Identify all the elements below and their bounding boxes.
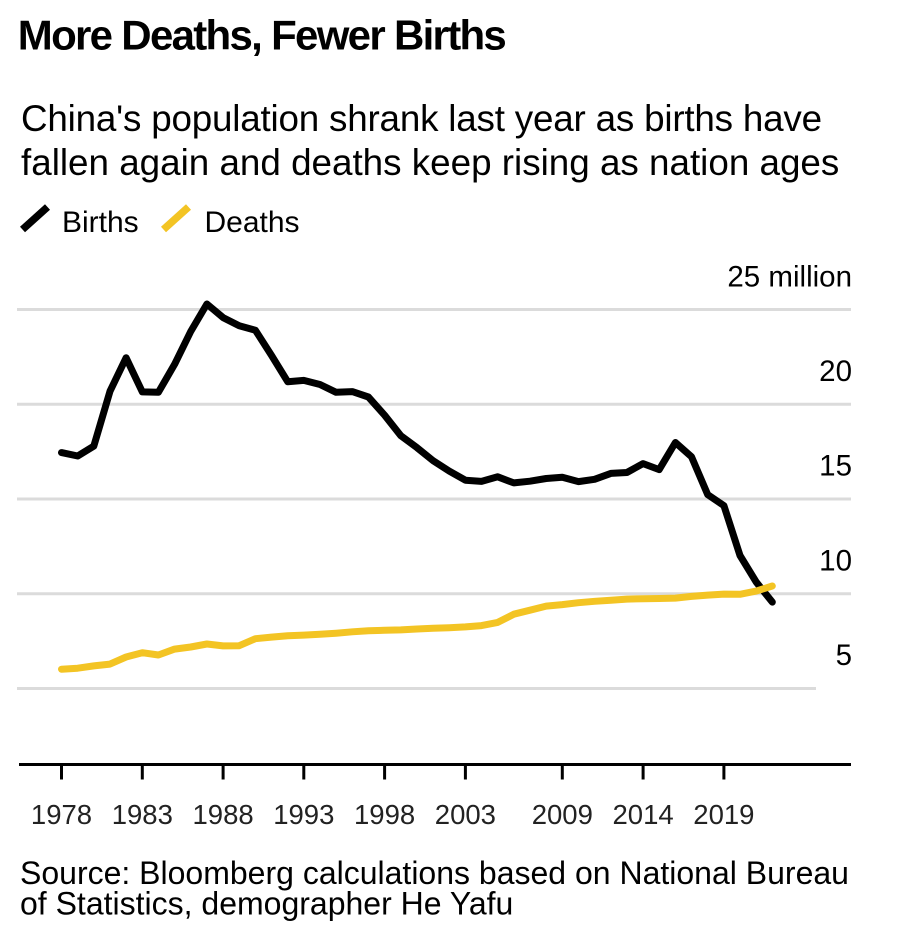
svg-text:20: 20 bbox=[819, 355, 852, 388]
svg-text:5: 5 bbox=[836, 639, 852, 672]
svg-text:Source: Bloomberg calculations: Source: Bloomberg calculations based on … bbox=[20, 855, 849, 891]
svg-text:2003: 2003 bbox=[435, 799, 496, 830]
svg-text:25 million: 25 million bbox=[727, 260, 852, 293]
svg-text:China's population shrank last: China's population shrank last year as b… bbox=[21, 98, 822, 139]
svg-text:More Deaths, Fewer Births: More Deaths, Fewer Births bbox=[18, 12, 506, 59]
svg-text:of Statistics, demographer He: of Statistics, demographer He Yafu bbox=[20, 886, 513, 922]
svg-text:1993: 1993 bbox=[273, 799, 334, 830]
svg-text:1988: 1988 bbox=[193, 799, 254, 830]
svg-text:1983: 1983 bbox=[112, 799, 173, 830]
svg-text:Births: Births bbox=[62, 206, 139, 239]
svg-text:2019: 2019 bbox=[693, 799, 754, 830]
svg-text:Deaths: Deaths bbox=[205, 206, 300, 239]
svg-text:1978: 1978 bbox=[31, 799, 92, 830]
svg-text:1998: 1998 bbox=[354, 799, 415, 830]
svg-text:15: 15 bbox=[819, 450, 852, 483]
svg-text:2014: 2014 bbox=[613, 799, 674, 830]
svg-text:10: 10 bbox=[819, 545, 852, 578]
svg-text:2009: 2009 bbox=[532, 799, 593, 830]
svg-text:fallen again and deaths keep r: fallen again and deaths keep rising as n… bbox=[21, 142, 839, 183]
